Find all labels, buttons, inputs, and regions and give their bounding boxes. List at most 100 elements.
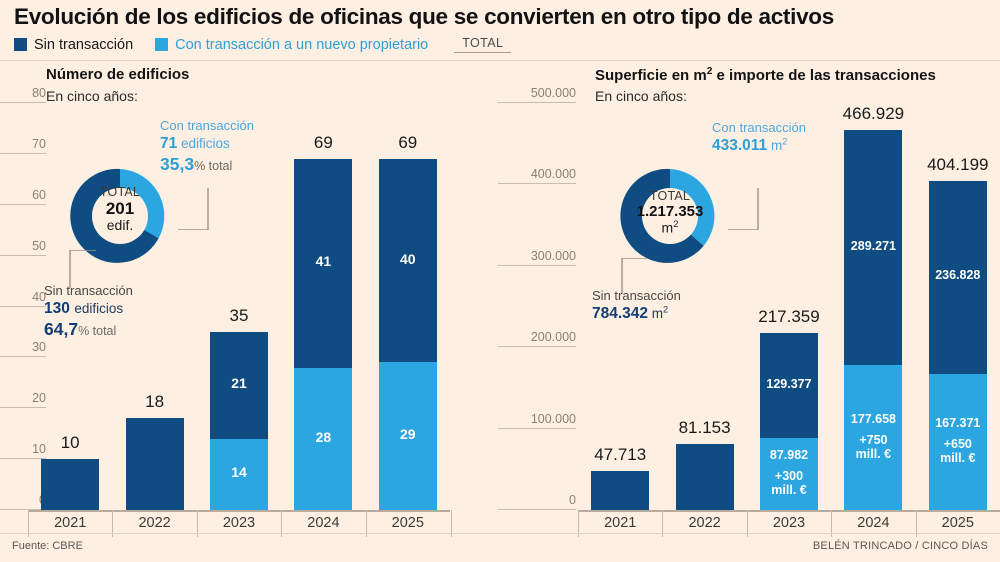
bar-segment-con-transaccion: [294, 367, 353, 510]
header-divider: [0, 60, 1000, 61]
left-donut-center: TOTAL 201 edif.: [70, 185, 170, 234]
x-axis-label-2023: 2023: [222, 515, 256, 531]
bar-segment-label-sin-transaccion: 129.377: [766, 376, 812, 391]
page-title: Evolución de los edificios de oficinas q…: [14, 4, 834, 29]
left-callout-dark-unit: edificios: [74, 301, 124, 317]
y-axis-tick: 10: [0, 442, 46, 460]
bar-total-label: 47.713: [594, 445, 647, 465]
bar-total-label: 35: [229, 305, 249, 325]
bar-segment-label-con-transaccion: 177.658 +750 mill. €: [844, 412, 902, 461]
bar-total-label: 10: [60, 433, 80, 453]
bar-segment-sin-transaccion: [294, 158, 353, 368]
left-callout-dark-head: Sin transacción: [44, 283, 133, 298]
left-callout-dark-value: 130: [44, 300, 70, 318]
left-donut-chart: [70, 168, 165, 263]
footer-divider: [0, 533, 1000, 534]
right-panel-title-sup: 2: [706, 66, 713, 77]
y-axis-tick: 80: [0, 86, 46, 103]
y-axis-tick: 200.000: [498, 330, 576, 348]
left-callout-dark-pct-unit: % total: [78, 323, 117, 338]
bar-segment-sin-transaccion: [675, 443, 734, 510]
bar-segment-sin-transaccion: [378, 158, 437, 363]
bar-segment-sin-transaccion: [125, 418, 184, 510]
x-axis-band: [915, 510, 1000, 537]
segment-amount: +750 mill. €: [855, 432, 892, 461]
x-axis-label-2025: 2025: [941, 515, 974, 531]
y-axis-tick: 70: [0, 137, 46, 154]
bar-total-label: 466.929: [842, 103, 905, 123]
left-callout-sin-transaccion: Sin transacción 130 edificios 64,7% tota…: [44, 283, 133, 341]
left-donut-total-value: 201: [105, 198, 135, 218]
right-panel-title-part1: Superficie en m: [595, 67, 707, 84]
left-callout-light-pct: 35,3: [160, 153, 195, 174]
bar-total-label: 81.153: [678, 417, 731, 437]
right-callout-light-value: 433.011: [712, 137, 768, 155]
bar-segment-label-sin-transaccion: 289.271: [850, 238, 896, 253]
bar-total-label: 69: [313, 132, 333, 152]
x-axis-label-2022: 2022: [138, 515, 171, 531]
x-axis-band: [746, 510, 832, 537]
x-axis-label-2024: 2024: [857, 515, 890, 531]
y-axis-tick: 50: [0, 239, 46, 256]
bar-segment-label-sin-transaccion: 236.828: [935, 268, 981, 283]
right-x-axis-line: [578, 510, 1000, 512]
bar-segment-label-con-transaccion: 29: [400, 426, 416, 443]
left-donut-total-label: TOTAL: [99, 185, 141, 199]
x-axis-band: [831, 510, 916, 537]
bar-total-label: 18: [145, 392, 165, 412]
right-callout-dark-head: Sin transacción: [592, 288, 681, 303]
right-donut-chart: [620, 168, 715, 263]
right-callout-light-leader: [728, 188, 759, 230]
legend-item-sin-transaccion: Sin transacción: [14, 37, 133, 53]
left-panel-subtitle: En cinco años:: [46, 88, 138, 104]
bar-segment-con-transaccion: [844, 365, 903, 510]
y-axis-tick: 500.000: [498, 86, 576, 103]
y-axis-tick: 300.000: [498, 249, 576, 266]
source-note: Fuente: CBRE: [12, 540, 83, 552]
left-callout-con-transaccion: Con transacción 71 edificios 35,3% total: [160, 118, 254, 176]
bar-segment-label-sin-transaccion: 40: [400, 250, 416, 267]
donut-hole: [92, 188, 148, 244]
x-axis-band: [112, 510, 197, 537]
right-callout-sin-transaccion: Sin transacción 784.342 m2: [592, 288, 681, 323]
left-callout-light-head: Con transacción: [160, 118, 254, 133]
x-axis-label-2023: 2023: [772, 515, 806, 531]
credit-note: BELÉN TRINCADO / CINCO DÍAS: [812, 540, 988, 552]
bar-segment-label-sin-transaccion: 21: [231, 375, 247, 392]
bar-segment-sin-transaccion: [41, 459, 100, 510]
legend-label-sin-transaccion: Sin transacción: [34, 36, 134, 53]
segment-amount: +650 mill. €: [940, 436, 976, 465]
left-callout-dark-pct: 64,7: [44, 318, 79, 339]
right-donut-total-unit: m2: [661, 219, 679, 236]
right-callout-con-transaccion: Con transacción 433.011 m2: [712, 120, 806, 155]
bar-segment-con-transaccion: [760, 438, 818, 510]
bar-segment-con-transaccion: [928, 373, 987, 510]
x-axis-label-2024: 2024: [307, 515, 340, 531]
right-panel-title-part2: e importe de las transacciones: [716, 67, 936, 84]
y-axis-tick: 20: [0, 391, 46, 409]
left-callout-light-leader: [178, 188, 209, 230]
left-callout-dark-leader: [69, 250, 96, 288]
x-axis-label-2021: 2021: [54, 515, 87, 531]
segment-value: 167.371: [935, 415, 981, 430]
right-panel-title: Superficie en m2 e importe de las transa…: [595, 66, 936, 84]
x-axis-band: [662, 510, 747, 537]
y-axis-tick: 0: [498, 493, 576, 510]
bar-segment-label-sin-transaccion: 41: [315, 253, 332, 270]
legend-item-con-transaccion: Con transacción a un nuevo propietario: [155, 37, 428, 53]
right-donut-total-value: 1.217.353: [636, 202, 704, 220]
bar-segment-label-con-transaccion: 28: [315, 428, 332, 445]
bar-segment-sin-transaccion: [591, 471, 650, 510]
x-axis-band: [365, 510, 452, 537]
legend-swatch-light-icon: [155, 38, 169, 51]
right-donut-total-label: TOTAL: [649, 189, 691, 203]
y-axis-tick: 400.000: [498, 167, 576, 185]
bar-total-label: 217.359: [758, 307, 820, 327]
legend-label-con-transaccion: Con transacción a un nuevo propietario: [175, 36, 429, 53]
left-panel-title: Número de edificios: [46, 66, 190, 83]
x-axis-label-2021: 2021: [604, 515, 637, 531]
bar-segment-sin-transaccion: [928, 180, 987, 374]
y-axis-tick: 100.000: [498, 412, 576, 429]
bar-segment-label-con-transaccion: 87.982 +300 mill. €: [760, 448, 818, 497]
legend-total-tag: TOTAL: [454, 36, 512, 53]
